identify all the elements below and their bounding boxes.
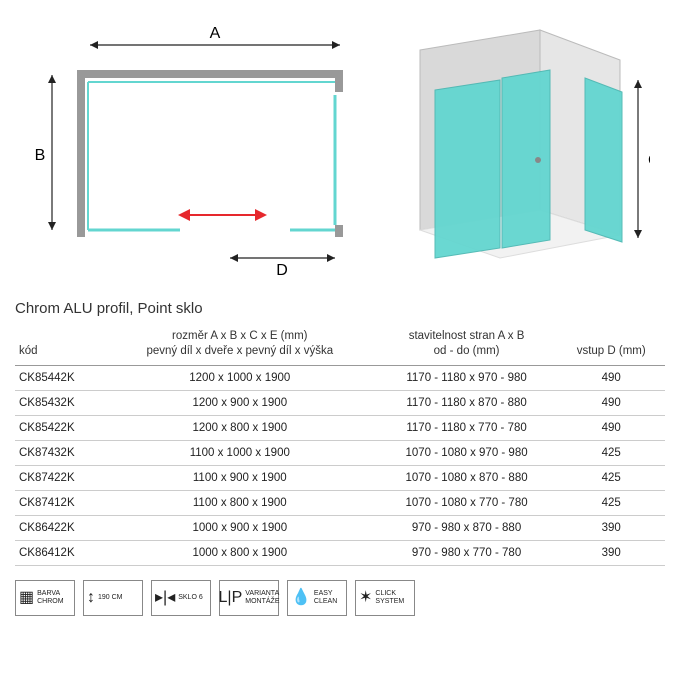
cell-dims: 1200 x 1000 x 1900 — [104, 365, 376, 390]
feature-label: BARVA CHROM — [37, 590, 71, 605]
cell-entry: 490 — [557, 415, 665, 440]
cell-code: CK86422K — [15, 515, 104, 540]
cell-entry: 490 — [557, 365, 665, 390]
label-A: A — [210, 25, 221, 42]
label-C: C — [648, 152, 650, 169]
cell-code: CK85432K — [15, 390, 104, 415]
spec-table: kód rozměr A x B x C x E (mm) pevný díl … — [15, 323, 665, 566]
feature-glyph: ✶ — [359, 589, 372, 607]
feature-label: 190 CM — [98, 594, 139, 602]
table-row: CK85432K1200 x 900 x 19001170 - 1180 x 8… — [15, 390, 665, 415]
cell-dims: 1000 x 800 x 1900 — [104, 540, 376, 565]
table-row: CK85422K1200 x 800 x 19001170 - 1180 x 7… — [15, 415, 665, 440]
cell-entry: 490 — [557, 390, 665, 415]
col-code: kód — [15, 323, 104, 365]
table-row: CK87422K1100 x 900 x 19001070 - 1080 x 8… — [15, 465, 665, 490]
cell-dims: 1200 x 900 x 1900 — [104, 390, 376, 415]
cell-adjust: 970 - 980 x 870 - 880 — [376, 515, 558, 540]
cell-adjust: 1070 - 1080 x 970 - 980 — [376, 440, 558, 465]
cell-dims: 1100 x 1000 x 1900 — [104, 440, 376, 465]
cell-entry: 425 — [557, 490, 665, 515]
cell-adjust: 1070 - 1080 x 770 - 780 — [376, 490, 558, 515]
cell-entry: 425 — [557, 465, 665, 490]
feature-glyph: ↕ — [87, 589, 95, 607]
feature-label: CLICK SYSTEM — [375, 590, 411, 605]
cell-entry: 390 — [557, 540, 665, 565]
cell-dims: 1000 x 900 x 1900 — [104, 515, 376, 540]
feature-icon: ✶CLICK SYSTEM — [355, 580, 415, 616]
cell-code: CK87432K — [15, 440, 104, 465]
feature-icon: ↕190 CM — [83, 580, 143, 616]
col-adjust: stavitelnost stran A x B od - do (mm) — [376, 323, 558, 365]
feature-glyph: L|P — [219, 589, 243, 607]
cell-adjust: 1070 - 1080 x 870 - 880 — [376, 465, 558, 490]
table-row: CK87432K1100 x 1000 x 19001070 - 1080 x … — [15, 440, 665, 465]
table-row: CK86422K1000 x 900 x 1900970 - 980 x 870… — [15, 515, 665, 540]
feature-glyph: 💧 — [291, 589, 311, 607]
cell-dims: 1100 x 800 x 1900 — [104, 490, 376, 515]
feature-icon: 💧EASY CLEAN — [287, 580, 347, 616]
feature-icon: ▸|◂SKLO 6 — [151, 580, 211, 616]
cell-entry: 425 — [557, 440, 665, 465]
feature-glyph: ▸|◂ — [155, 589, 175, 607]
feature-icons: ▦BARVA CHROM↕190 CM▸|◂SKLO 6L|PVARIANTA … — [15, 580, 665, 616]
cell-code: CK86412K — [15, 540, 104, 565]
diagram-area: A B D — [15, 10, 665, 290]
col-dims: rozměr A x B x C x E (mm) pevný díl x dv… — [104, 323, 376, 365]
cell-code: CK87422K — [15, 465, 104, 490]
feature-label: VARIANTA MONTÁŽE — [245, 590, 279, 605]
cell-dims: 1100 x 900 x 1900 — [104, 465, 376, 490]
cell-adjust: 1170 - 1180 x 970 - 980 — [376, 365, 558, 390]
table-row: CK86412K1000 x 800 x 1900970 - 980 x 770… — [15, 540, 665, 565]
label-B: B — [35, 147, 46, 164]
cell-code: CK87412K — [15, 490, 104, 515]
cell-code: CK85422K — [15, 415, 104, 440]
col-entry: vstup D (mm) — [557, 323, 665, 365]
section-title: Chrom ALU profil, Point sklo — [15, 300, 665, 317]
cell-adjust: 1170 - 1180 x 870 - 880 — [376, 390, 558, 415]
cell-code: CK85442K — [15, 365, 104, 390]
feature-glyph: ▦ — [19, 589, 34, 607]
feature-icon: L|PVARIANTA MONTÁŽE — [219, 580, 279, 616]
perspective-diagram: C — [390, 20, 650, 280]
table-row: CK85442K1200 x 1000 x 19001170 - 1180 x … — [15, 365, 665, 390]
label-D: D — [276, 262, 288, 279]
cell-dims: 1200 x 800 x 1900 — [104, 415, 376, 440]
cell-adjust: 1170 - 1180 x 770 - 780 — [376, 415, 558, 440]
feature-icon: ▦BARVA CHROM — [15, 580, 75, 616]
table-row: CK87412K1100 x 800 x 19001070 - 1080 x 7… — [15, 490, 665, 515]
cell-adjust: 970 - 980 x 770 - 780 — [376, 540, 558, 565]
feature-label: EASY CLEAN — [314, 590, 343, 605]
cell-entry: 390 — [557, 515, 665, 540]
plan-diagram: A B D — [30, 20, 360, 280]
feature-label: SKLO 6 — [178, 594, 207, 602]
